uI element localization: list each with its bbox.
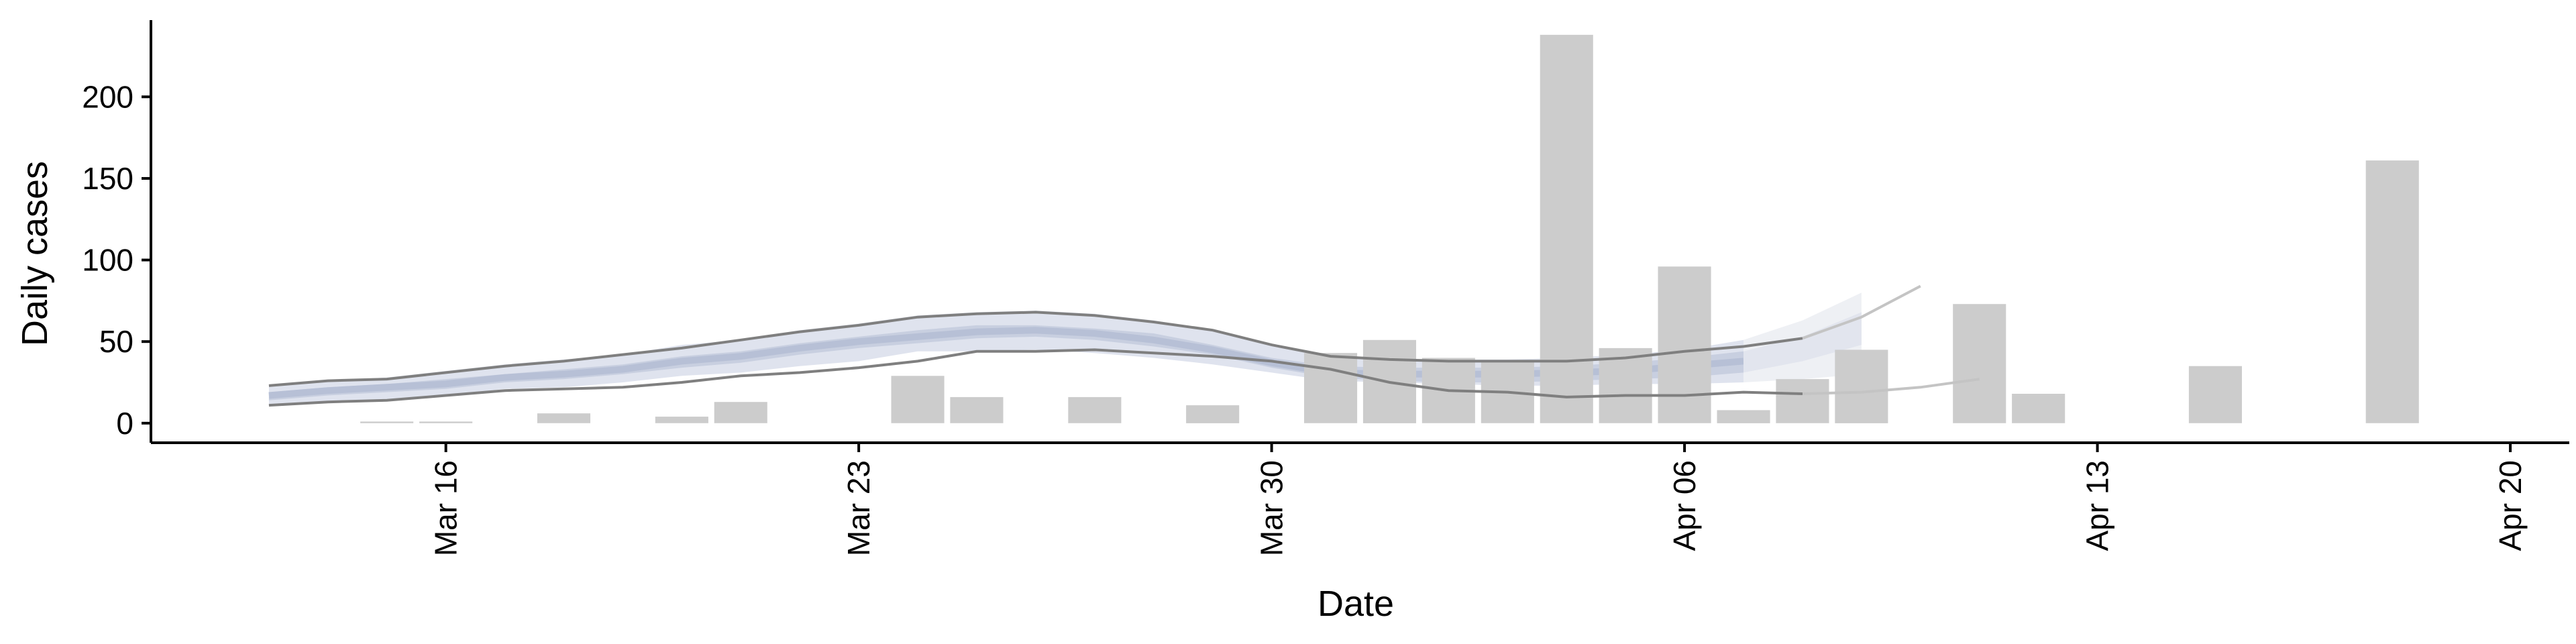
x-tick-label: Apr 13 xyxy=(2080,460,2115,551)
y-tick-label: 0 xyxy=(116,406,133,441)
bar xyxy=(537,413,590,423)
daily-case-bars xyxy=(360,34,2419,423)
x-tick-label: Mar 23 xyxy=(841,460,876,556)
x-axis-title: Date xyxy=(1318,584,1394,624)
x-tick-label: Apr 06 xyxy=(1667,460,1702,551)
x-tick-label: Mar 16 xyxy=(429,460,464,556)
y-tick-label: 200 xyxy=(82,79,133,114)
bar xyxy=(1953,304,2006,423)
x-tick-label: Apr 20 xyxy=(2493,460,2528,551)
bar xyxy=(891,376,945,423)
y-tick-label: 150 xyxy=(82,161,133,196)
bar xyxy=(2365,160,2419,423)
bar xyxy=(1599,347,1652,423)
bar xyxy=(1068,396,1122,423)
bar xyxy=(1658,266,1711,423)
y-tick-label: 100 xyxy=(82,243,133,278)
axes: 0 50 100 150 200 Mar 16 Mar 23 Mar 30 Apr 06 Apr … xyxy=(82,20,2569,556)
bar xyxy=(1304,353,1358,423)
bar xyxy=(1776,379,1829,423)
bar xyxy=(1717,410,1770,423)
bar xyxy=(655,417,708,423)
lower-fit-line-nowcast xyxy=(1802,378,1980,395)
upper-fit-line-nowcast xyxy=(1802,284,1921,340)
bar xyxy=(714,402,767,423)
bar xyxy=(1186,405,1240,423)
bar xyxy=(360,421,414,423)
bar xyxy=(2012,394,2065,423)
bar xyxy=(950,396,1004,423)
y-axis-title: Daily cases xyxy=(15,161,55,346)
x-tick-label: Mar 30 xyxy=(1254,460,1289,556)
bar xyxy=(419,421,473,423)
bar xyxy=(1540,34,1593,423)
upper-fit-line xyxy=(268,311,1803,387)
bar xyxy=(2188,366,2242,423)
y-tick-label: 50 xyxy=(99,324,133,359)
fit-lines xyxy=(268,284,1980,407)
lower-fit-line xyxy=(268,348,1803,407)
bar xyxy=(1835,350,1888,423)
